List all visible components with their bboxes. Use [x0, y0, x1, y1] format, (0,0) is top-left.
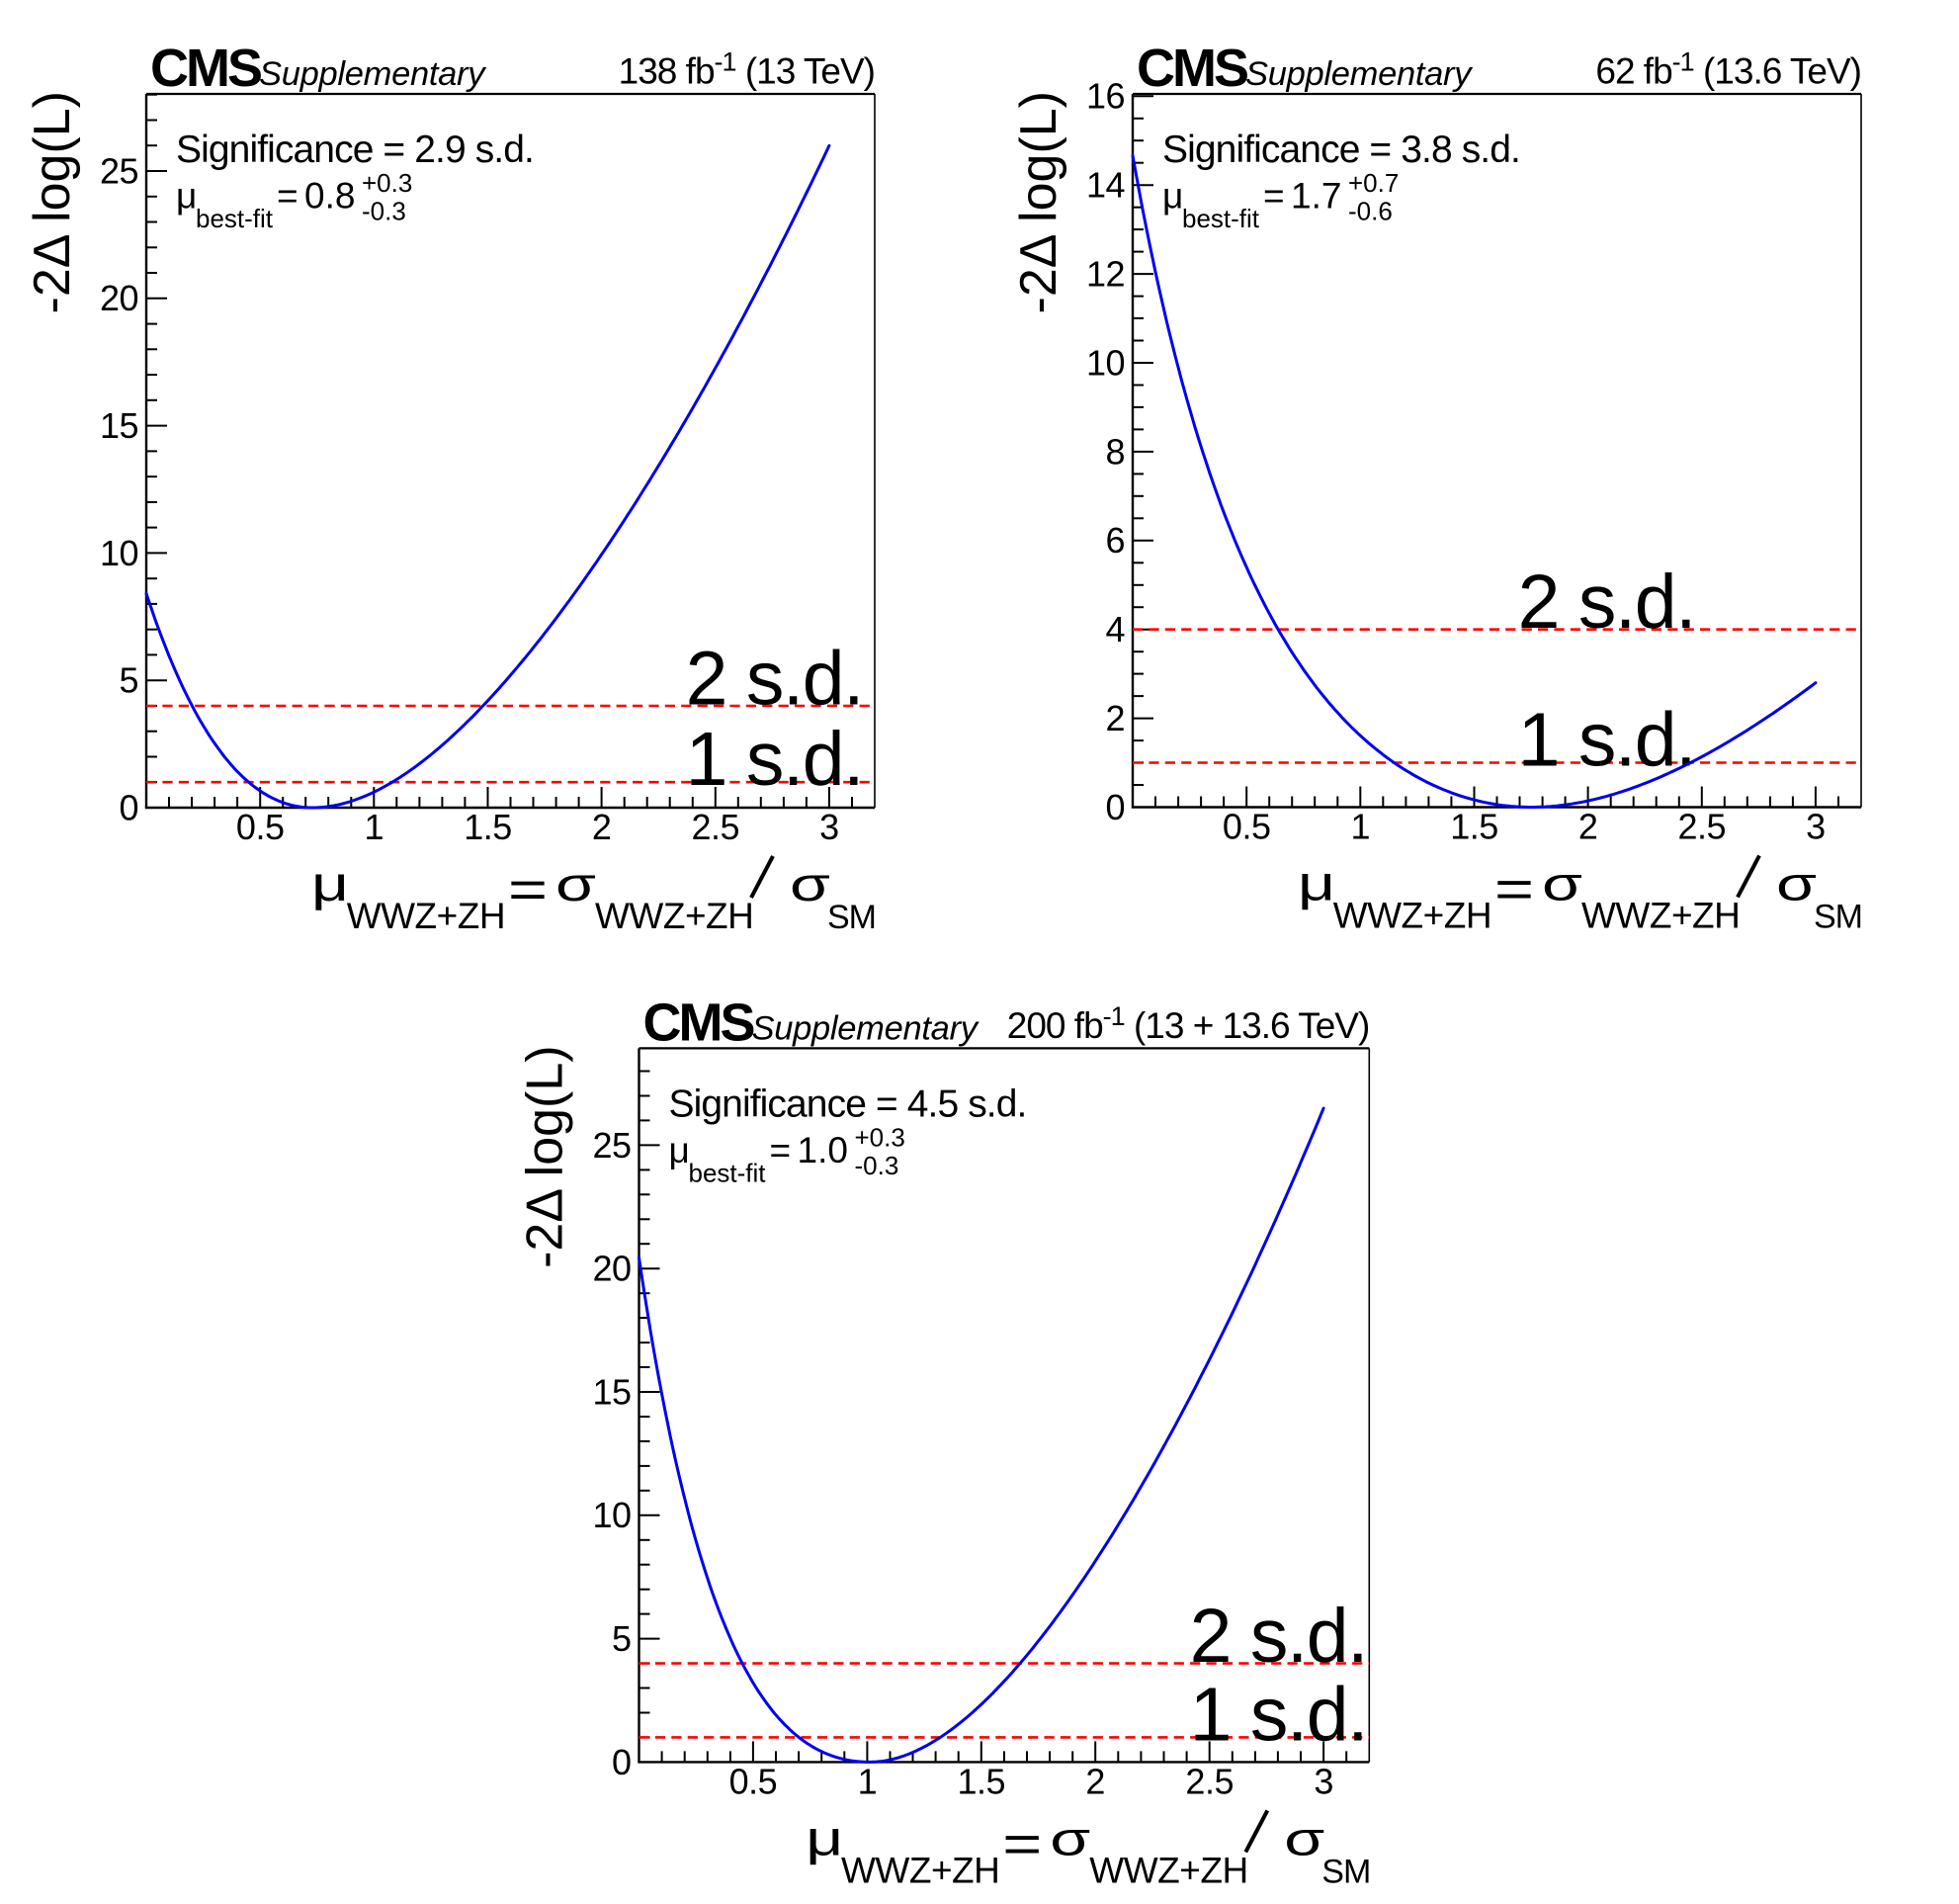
svg-text:1 s.d.: 1 s.d. — [1518, 698, 1695, 783]
svg-text:WWZ+ZH: WWZ+ZH — [595, 896, 753, 936]
svg-text:0.5: 0.5 — [236, 807, 285, 847]
svg-text:best-fit: best-fit — [689, 1158, 767, 1187]
svg-text:μ: μ — [311, 856, 349, 911]
svg-text:2 s.d.: 2 s.d. — [686, 637, 863, 722]
svg-text:14: 14 — [1086, 165, 1125, 206]
svg-text:WWZ+ZH: WWZ+ZH — [1333, 896, 1491, 936]
svg-text:5: 5 — [119, 660, 138, 701]
svg-text:6: 6 — [1105, 520, 1125, 561]
svg-text:+0.3: +0.3 — [362, 168, 412, 198]
svg-text:Significance = 3.8 s.d.: Significance = 3.8 s.d. — [1162, 129, 1520, 171]
svg-text:=: = — [277, 176, 298, 216]
svg-text:15: 15 — [100, 405, 138, 446]
svg-text:μ: μ — [669, 1130, 690, 1170]
svg-text:1 s.d.: 1 s.d. — [686, 717, 863, 802]
svg-text:SM: SM — [827, 899, 876, 936]
svg-text:σ: σ — [1542, 859, 1582, 911]
svg-text:-0.3: -0.3 — [362, 197, 406, 226]
svg-text:=: = — [1002, 1814, 1042, 1873]
svg-text:SM: SM — [1814, 899, 1862, 936]
svg-text:4: 4 — [1105, 609, 1125, 649]
svg-text:=: = — [1263, 176, 1285, 216]
svg-text:Supplementary: Supplementary — [1245, 55, 1473, 93]
svg-text:2: 2 — [1085, 1761, 1105, 1801]
svg-text:0: 0 — [612, 1742, 632, 1782]
svg-text:2.5: 2.5 — [1678, 807, 1727, 847]
svg-text:2.5: 2.5 — [1185, 1761, 1234, 1801]
svg-text:CMS: CMS — [643, 993, 754, 1052]
svg-text:1: 1 — [365, 807, 384, 847]
svg-text:1.5: 1.5 — [464, 807, 512, 847]
svg-text:Supplementary: Supplementary — [259, 55, 486, 93]
svg-text:σ: σ — [555, 859, 596, 911]
svg-text:σ: σ — [1776, 859, 1817, 911]
svg-text:1: 1 — [1351, 807, 1371, 847]
svg-text:-0.6: -0.6 — [1348, 197, 1393, 226]
svg-text:1.5: 1.5 — [1450, 807, 1498, 847]
svg-text:+0.3: +0.3 — [855, 1122, 905, 1152]
svg-text:2.5: 2.5 — [692, 807, 740, 847]
svg-text:16: 16 — [1086, 76, 1125, 117]
svg-text:2: 2 — [1105, 698, 1125, 738]
svg-text:CMS: CMS — [150, 39, 261, 98]
svg-text:1: 1 — [858, 1761, 878, 1801]
svg-text:-2Δ log(L): -2Δ log(L) — [517, 1045, 574, 1268]
svg-text:138 fb-1 (13 TeV): 138 fb-1 (13 TeV) — [619, 47, 875, 92]
svg-text:1.0: 1.0 — [798, 1130, 848, 1170]
svg-text:=: = — [770, 1130, 792, 1170]
svg-text:+0.7: +0.7 — [1348, 168, 1399, 198]
svg-text:=: = — [1494, 860, 1534, 919]
svg-text:62 fb-1 (13.6 TeV): 62 fb-1 (13.6 TeV) — [1595, 47, 1861, 92]
svg-text:2 s.d.: 2 s.d. — [1518, 560, 1695, 645]
svg-text:25: 25 — [592, 1125, 631, 1166]
svg-text:25: 25 — [100, 150, 138, 191]
svg-text:3: 3 — [1314, 1761, 1333, 1801]
svg-text:σ: σ — [790, 859, 830, 911]
svg-text:3: 3 — [819, 807, 839, 847]
svg-text:μ: μ — [1162, 176, 1183, 216]
svg-text:12: 12 — [1086, 254, 1125, 295]
svg-text:WWZ+ZH: WWZ+ZH — [841, 1850, 999, 1890]
svg-text:2: 2 — [1578, 807, 1598, 847]
svg-text:5: 5 — [612, 1618, 632, 1659]
svg-text:WWZ+ZH: WWZ+ZH — [1581, 896, 1740, 936]
svg-text:-0.3: -0.3 — [855, 1151, 899, 1180]
svg-text:10: 10 — [100, 533, 138, 573]
svg-text:0: 0 — [1105, 787, 1125, 827]
svg-text:-2Δ log(L): -2Δ log(L) — [24, 91, 81, 314]
svg-text:1.7: 1.7 — [1291, 176, 1341, 216]
svg-text:2: 2 — [592, 807, 612, 847]
svg-text:Significance = 4.5 s.d.: Significance = 4.5 s.d. — [669, 1082, 1027, 1125]
svg-text:μ: μ — [806, 1810, 843, 1865]
svg-text:σ: σ — [1284, 1813, 1324, 1865]
svg-text:WWZ+ZH: WWZ+ZH — [347, 896, 505, 936]
svg-text:8: 8 — [1105, 431, 1125, 472]
svg-text:μ: μ — [1298, 856, 1335, 911]
svg-text:15: 15 — [592, 1371, 631, 1412]
svg-text:10: 10 — [592, 1495, 631, 1535]
svg-text:SM: SM — [1321, 1853, 1370, 1890]
svg-text:200 fb-1 (13 + 13.6 TeV): 200 fb-1 (13 + 13.6 TeV) — [1007, 1001, 1370, 1046]
svg-text:0.5: 0.5 — [729, 1761, 778, 1801]
svg-text:0: 0 — [119, 787, 138, 827]
svg-text:0.5: 0.5 — [1223, 807, 1271, 847]
svg-text:=: = — [508, 860, 548, 919]
svg-text:1 s.d.: 1 s.d. — [1190, 1672, 1367, 1757]
svg-text:2 s.d.: 2 s.d. — [1190, 1594, 1367, 1679]
svg-text:1.5: 1.5 — [958, 1761, 1006, 1801]
svg-text:σ: σ — [1050, 1813, 1090, 1865]
svg-text:Significance = 2.9 s.d.: Significance = 2.9 s.d. — [176, 129, 534, 171]
svg-text:3: 3 — [1806, 807, 1826, 847]
svg-text:best-fit: best-fit — [1182, 204, 1260, 233]
svg-text:10: 10 — [1086, 342, 1125, 383]
svg-text:0.8: 0.8 — [304, 176, 355, 216]
svg-text:20: 20 — [592, 1249, 631, 1289]
svg-text:CMS: CMS — [1137, 39, 1247, 98]
svg-text:Supplementary: Supplementary — [752, 1009, 980, 1047]
svg-text:best-fit: best-fit — [196, 204, 274, 233]
svg-text:20: 20 — [100, 278, 138, 318]
svg-text:-2Δ log(L): -2Δ log(L) — [1010, 91, 1067, 314]
svg-text:μ: μ — [176, 176, 197, 216]
svg-text:WWZ+ZH: WWZ+ZH — [1089, 1850, 1247, 1890]
